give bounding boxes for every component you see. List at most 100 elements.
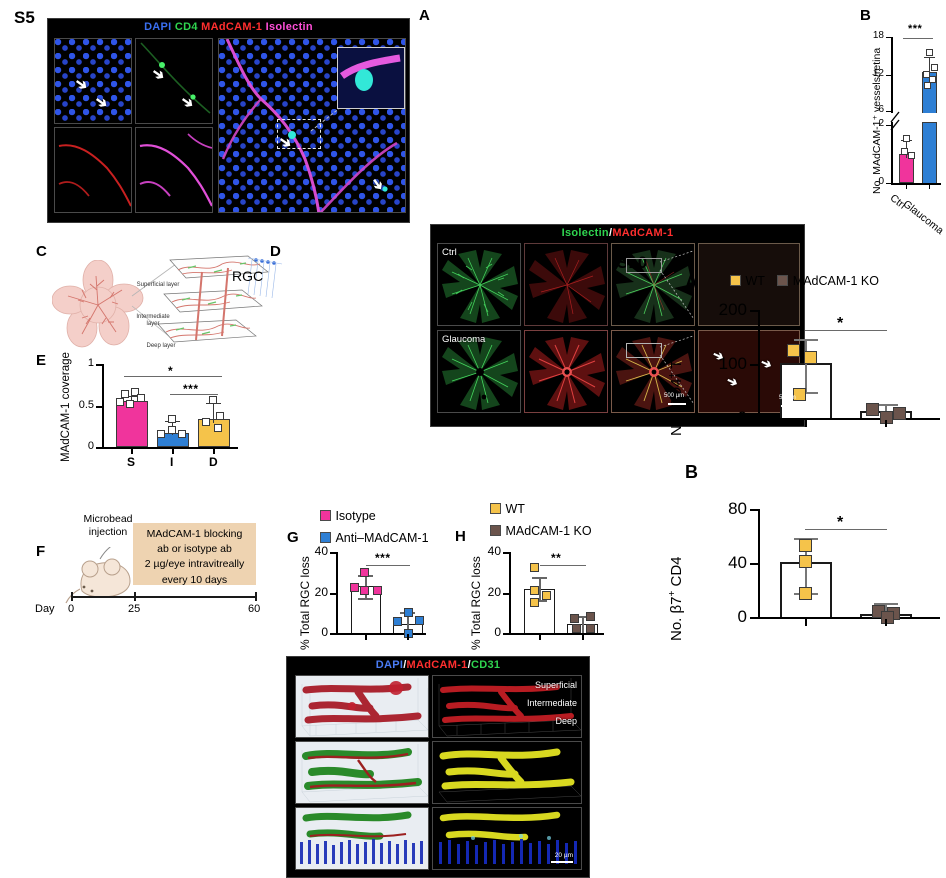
legend-swatch-ko: [490, 524, 501, 536]
panel-b-datapoint: [929, 76, 936, 83]
tile-merge: ➔ ➔: [218, 38, 406, 213]
scale-bar: [668, 403, 686, 405]
panel-g-significance: ***: [375, 551, 391, 565]
panel-g-errorbar: [407, 612, 409, 633]
panel-g-ytick: [330, 633, 337, 635]
channel-label-isolectin: Isolectin: [265, 21, 313, 33]
panel-letter-b: B: [860, 7, 871, 24]
tile-glaucoma-merge: 500 µm: [611, 330, 695, 413]
panel-h-legend: WT MAdCAM-1 KO: [490, 498, 592, 541]
panel-h-errorbar-cap: [532, 600, 547, 602]
tile-3d-red-light: [295, 675, 429, 738]
mouse-label-line2: injection: [88, 526, 128, 539]
panel-e-datapoint: [137, 394, 145, 402]
panel-h-significance: **: [551, 551, 562, 565]
panel-e-xtick-label: S: [127, 455, 136, 469]
panel-g-ytick: [330, 552, 337, 554]
tile-ctrl-merge: [611, 243, 695, 326]
panel-e-errorbar: [213, 403, 215, 423]
panel-g-legend-row-anti: Anti–MAdCAM-1: [320, 527, 429, 549]
channel-label-cd31: CD31: [470, 659, 501, 671]
legend-label-ko: MAdCAM-1 KO: [505, 523, 592, 538]
legend-swatch-isotype: [320, 510, 331, 521]
panel-letter-c: C: [36, 243, 47, 260]
panel-e-chart: MAdCAM-1 coverage 1 0.5 0 * *** S I D: [50, 352, 240, 470]
panel-e-datapoint: [157, 430, 165, 438]
panel-e-datapoint: [121, 390, 129, 398]
legend-label-anti-madcam1: Anti–MAdCAM-1: [335, 530, 429, 545]
panel-h-sig-line: [540, 565, 586, 567]
panel-s10b-ytick: [750, 509, 759, 512]
panel-d-microscopy: DAPI/MAdCAM-1/CD31: [286, 656, 590, 878]
panel-s10b-ytick: [750, 563, 759, 566]
tile-glaucoma-isolectin: Glaucoma: [437, 330, 521, 413]
panel-letter-g: G: [287, 529, 299, 546]
legend-swatch-ko: [777, 275, 789, 286]
panel-b-ytick: [886, 75, 892, 77]
panel-s10a-ylabel-tail: T: [668, 359, 685, 373]
channel-label-madcam1: MAdCAM-1: [201, 21, 263, 33]
panel-g-datapoint: [393, 617, 402, 626]
panel-s10b-ylabel-sup: +: [667, 590, 678, 597]
channel-label-dapi: DAPI: [144, 21, 172, 33]
figure-label-s10: S10: [617, 253, 648, 272]
scale-bar-label: 20 µm: [554, 852, 573, 859]
panel-e-ytick-label: 0: [87, 440, 94, 452]
panel-b-significance: ***: [908, 23, 923, 35]
panel-b-ytick: [886, 183, 892, 185]
tile-3d-merge-light: [295, 807, 429, 870]
panel-s10b-xaxis: [758, 617, 940, 620]
panel-e-datapoint: [202, 418, 210, 426]
treatment-line-3: 2 µg/eye intravitreally: [144, 558, 245, 571]
panel-h-datapoint: [586, 612, 595, 621]
layer-label-intermediate: Intermediate layer: [136, 314, 170, 327]
panel-c-layer-label: Intermediate layer: [130, 314, 176, 327]
channel-label-isolectin: Isolectin: [561, 227, 609, 239]
panel-s10a-significance: *: [837, 315, 844, 332]
mouse-label-line1: Microbead: [83, 513, 133, 525]
legend-swatch-anti-madcam1: [320, 531, 331, 543]
panel-e-datapoint: [116, 398, 124, 406]
panel-g-legend-row-isotype: Isotype: [320, 505, 429, 527]
channel-label-cd4: CD4: [174, 21, 198, 33]
panel-h-ytick-label: 40: [487, 544, 501, 558]
panel-h-ytick: [503, 633, 510, 635]
tile-glaucoma-madcam1: [524, 330, 608, 413]
legend-label-wt: WT: [745, 274, 765, 288]
panel-c-schematic: RGC Superficial layer Intermediate layer…: [52, 250, 292, 350]
panel-g-legend: Isotype Anti–MAdCAM-1: [320, 505, 429, 548]
panel-e-datapoint: [168, 415, 176, 423]
panel-b-errorbar-cap: [924, 57, 935, 59]
panel-g-ytick-label: 0: [321, 625, 328, 639]
merge-inset: [337, 47, 405, 109]
panel-g-ytick-label: 40: [314, 544, 328, 558]
panel-h-datapoint: [572, 624, 581, 633]
panel-a-microscopy: Isolectin/MAdCAM-1 Ctrl: [430, 224, 805, 427]
panel-s10a-errorbar-cap: [874, 404, 898, 406]
panel-b-ytick-label: 6: [878, 104, 884, 115]
panel-e-ytick: [96, 447, 103, 449]
panel-s10a-ylabel-main: No. CD4: [668, 378, 685, 436]
panel-h-datapoint: [530, 563, 539, 572]
panel-e-ytick-label: 1: [87, 357, 94, 369]
panel-a-channel-title: Isolectin/MAdCAM-1: [431, 227, 804, 239]
scale-bar: [781, 405, 795, 407]
panel-b-ytick-label: 12: [872, 68, 884, 79]
tile-ctrl-isolectin: Ctrl: [437, 243, 521, 326]
panel-s10b-datapoint: [799, 587, 812, 600]
legend-swatch-wt: [490, 503, 501, 514]
panel-g-datapoint: [404, 608, 413, 617]
panel-g-datapoint: [360, 586, 369, 595]
scale-bar-label: 500 µm: [664, 393, 685, 399]
panel-h-ytick-label: 20: [487, 585, 501, 599]
channel-label-dapi: DAPI: [375, 659, 404, 671]
panel-s10a-ytick-label: 100: [718, 354, 747, 373]
glaucoma-zoom-region-box: [626, 343, 662, 358]
panel-b-datapoint: [924, 82, 931, 89]
panel-s10b-ytick-label: 80: [728, 499, 747, 518]
panel-f-axis: [71, 596, 256, 598]
panel-h-ytick: [503, 593, 510, 595]
panel-g-yaxis: [336, 552, 338, 635]
panel-b-ytick-label: 18: [872, 30, 884, 41]
panel-c-rgc-label: RGC: [232, 268, 264, 284]
